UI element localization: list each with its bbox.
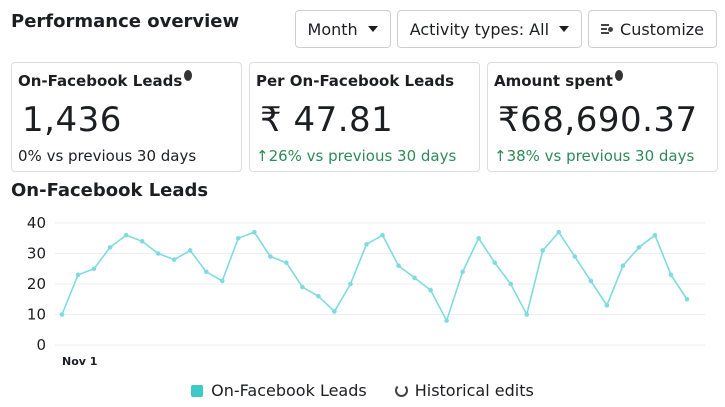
data-point [684,296,690,302]
chart-legend: On-Facebook Leads Historical edits [0,381,725,400]
y-tick-label: 40 [27,214,46,232]
info-icon[interactable] [184,70,193,81]
data-point [123,232,129,238]
y-tick-label: 20 [27,275,46,293]
data-point [268,254,273,259]
metric-card-title: Amount spent [494,70,623,90]
period-dropdown-label: Month [307,19,358,39]
data-point [492,260,497,265]
data-point [556,229,562,235]
data-point [668,272,674,278]
metric-title-text: Amount spent [494,72,613,90]
data-point [316,293,321,299]
series-line [61,230,688,323]
y-tick-label: 10 [27,306,46,324]
data-point [476,235,481,241]
data-point [107,245,113,250]
data-point [380,232,385,238]
data-point [364,242,369,247]
data-point [636,245,642,250]
metric-title-text: Per On-Facebook Leads [256,72,455,90]
legend-swatch [191,384,204,397]
page-title: Performance overview [11,11,240,32]
data-point [59,312,65,317]
data-point [652,232,658,238]
metric-value: ₹ 47.81 [260,100,394,140]
toolbar: Month Activity types: All Customize [294,10,717,48]
legend-item-leads[interactable]: On-Facebook Leads [191,381,367,400]
data-point [203,269,209,275]
data-point [187,248,193,253]
data-point [171,257,177,262]
chevron-down-icon [559,26,570,32]
data-point [75,272,81,278]
data-point [620,263,626,268]
metric-title-text: On-Facebook Leads [18,72,183,90]
metric-card-amount-spent: Amount spent ₹68,690.37 ↑38% vs previous… [487,62,718,172]
data-point [155,251,161,256]
metric-delta: ↑26% vs previous 30 days [256,147,457,165]
data-point [300,284,305,290]
data-point [91,266,97,272]
data-point [508,281,514,287]
data-point [572,254,578,259]
data-point [396,263,401,268]
metric-card-leads: On-Facebook Leads 1,436 0% vs previous 3… [11,62,242,172]
data-point [219,278,225,284]
metric-value: ₹68,690.37 [498,100,698,140]
data-point [524,312,530,317]
data-point [332,309,337,314]
data-point [252,229,257,235]
metric-card-cost-per-lead: Per On-Facebook Leads ₹ 47.81 ↑26% vs pr… [249,62,480,172]
period-dropdown[interactable]: Month [294,10,391,48]
historical-edits-icon [394,384,408,397]
activity-types-dropdown[interactable]: Activity types: All [396,10,583,48]
metric-card-title: On-Facebook Leads [18,70,193,90]
data-point [444,318,449,323]
chart-title: On-Facebook Leads [11,180,209,201]
data-point [139,239,145,244]
data-point [540,248,546,253]
data-point [284,260,289,265]
legend-label: On-Facebook Leads [211,381,367,400]
customize-icon [601,24,614,34]
metric-value: 1,436 [22,100,122,140]
info-icon[interactable] [614,70,623,81]
data-point [348,281,353,287]
legend-label: Historical edits [414,381,534,400]
customize-button[interactable]: Customize [588,10,717,48]
data-point [604,303,610,308]
data-point [428,287,433,293]
data-point [588,278,594,284]
metric-delta: ↑38% vs previous 30 days [494,147,695,165]
activity-types-label: Activity types: All [409,19,550,39]
metric-card-title: Per On-Facebook Leads [256,72,454,90]
metric-delta: 0% vs previous 30 days [18,147,197,165]
x-tick-label: Nov 1 [62,355,97,368]
data-point [412,275,417,281]
y-tick-label: 30 [27,245,46,263]
legend-item-historical-edits[interactable]: Historical edits [394,381,534,400]
data-point [235,235,241,241]
leads-line-chart: 0 10 20 30 40 Nov 1 [27,214,705,368]
data-point [460,269,465,275]
customize-label: Customize [620,19,704,39]
y-tick-label: 0 [36,336,46,354]
chevron-down-icon [367,26,378,32]
